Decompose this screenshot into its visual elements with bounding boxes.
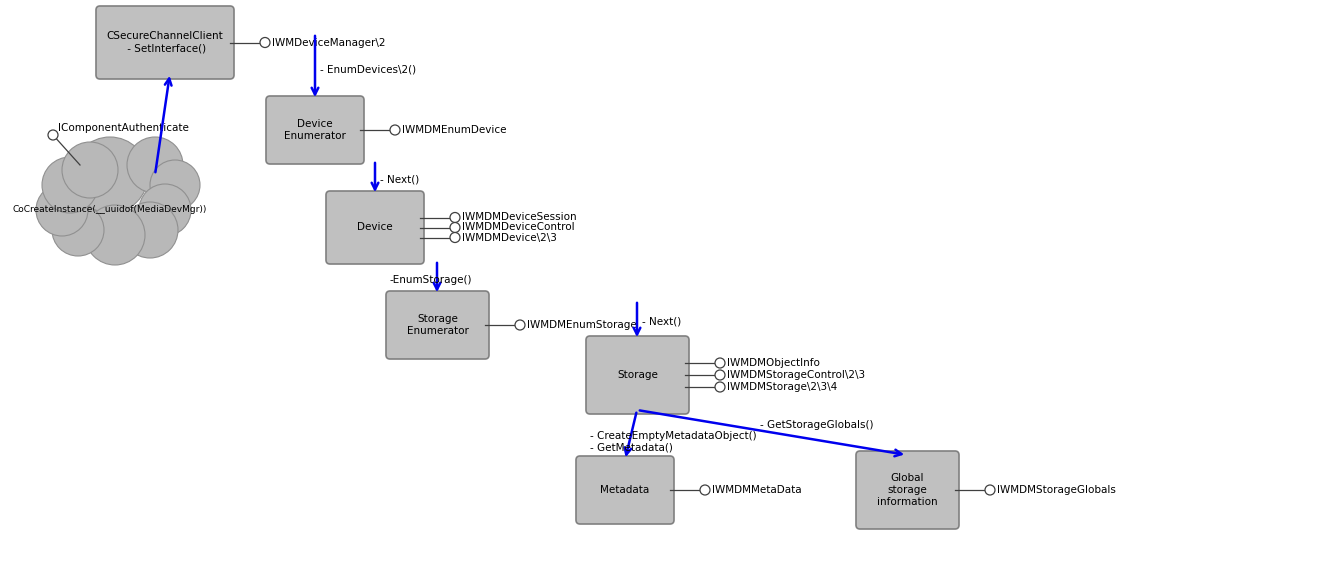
- Text: CSecureChannelClient
 - SetInterface(): CSecureChannelClient - SetInterface(): [107, 31, 224, 53]
- Text: IWMDMMetaData: IWMDMMetaData: [712, 485, 801, 495]
- Text: Metadata: Metadata: [600, 485, 650, 495]
- Circle shape: [52, 204, 105, 256]
- FancyBboxPatch shape: [387, 291, 489, 359]
- Text: - CreateEmptyMetadataObject()
- GetMetadata(): - CreateEmptyMetadataObject() - GetMetad…: [591, 431, 756, 453]
- FancyBboxPatch shape: [576, 456, 674, 524]
- Circle shape: [150, 160, 200, 210]
- Circle shape: [122, 202, 177, 258]
- Text: IWMDMEnumDevice: IWMDMEnumDevice: [402, 125, 507, 135]
- FancyBboxPatch shape: [326, 191, 424, 264]
- Circle shape: [391, 125, 400, 135]
- FancyBboxPatch shape: [857, 451, 959, 529]
- Text: Storage: Storage: [617, 370, 658, 380]
- Circle shape: [139, 184, 191, 236]
- Circle shape: [715, 370, 726, 380]
- Text: CoCreateInstance(__uuidof(MediaDevMgr)): CoCreateInstance(__uuidof(MediaDevMgr)): [13, 205, 207, 214]
- Text: Device
Enumerator: Device Enumerator: [285, 119, 346, 141]
- Circle shape: [127, 137, 183, 193]
- Text: -EnumStorage(): -EnumStorage(): [391, 275, 473, 285]
- Circle shape: [48, 130, 58, 140]
- FancyBboxPatch shape: [97, 6, 234, 79]
- Text: IWMDMStorageControl\2\3: IWMDMStorageControl\2\3: [727, 370, 865, 380]
- Text: - GetStorageGlobals(): - GetStorageGlobals(): [760, 420, 874, 430]
- Text: IComponentAuthenticate: IComponentAuthenticate: [58, 123, 189, 133]
- Text: IWMDMDeviceSession: IWMDMDeviceSession: [462, 212, 577, 222]
- Text: IWMDMStorage\2\3\4: IWMDMStorage\2\3\4: [727, 382, 837, 392]
- Circle shape: [450, 222, 459, 232]
- Text: Storage
Enumerator: Storage Enumerator: [406, 314, 469, 336]
- Circle shape: [36, 184, 87, 236]
- Circle shape: [62, 142, 118, 198]
- Text: IWMDMDeviceControl: IWMDMDeviceControl: [462, 222, 575, 232]
- Circle shape: [715, 382, 726, 392]
- Circle shape: [42, 157, 98, 213]
- FancyBboxPatch shape: [266, 96, 364, 164]
- Text: IWMDMStorageGlobals: IWMDMStorageGlobals: [997, 485, 1116, 495]
- Circle shape: [450, 232, 459, 242]
- Text: IWMDMEnumStorage: IWMDMEnumStorage: [527, 320, 637, 330]
- Text: IWMDeviceManager\2: IWMDeviceManager\2: [271, 38, 385, 48]
- Circle shape: [985, 485, 996, 495]
- Text: IWMDMDevice\2\3: IWMDMDevice\2\3: [462, 232, 557, 242]
- Text: IWMDMObjectInfo: IWMDMObjectInfo: [727, 358, 820, 368]
- Text: - Next(): - Next(): [642, 317, 682, 327]
- FancyBboxPatch shape: [587, 336, 688, 414]
- Text: Global
storage
information: Global storage information: [878, 473, 937, 507]
- Circle shape: [715, 358, 726, 368]
- Circle shape: [85, 205, 146, 265]
- Text: - EnumDevices\2(): - EnumDevices\2(): [320, 65, 416, 75]
- Text: - Next(): - Next(): [380, 175, 420, 185]
- Circle shape: [700, 485, 710, 495]
- Text: Device: Device: [357, 222, 393, 232]
- Circle shape: [515, 320, 526, 330]
- Circle shape: [260, 38, 270, 48]
- Circle shape: [450, 212, 459, 222]
- Circle shape: [71, 137, 148, 213]
